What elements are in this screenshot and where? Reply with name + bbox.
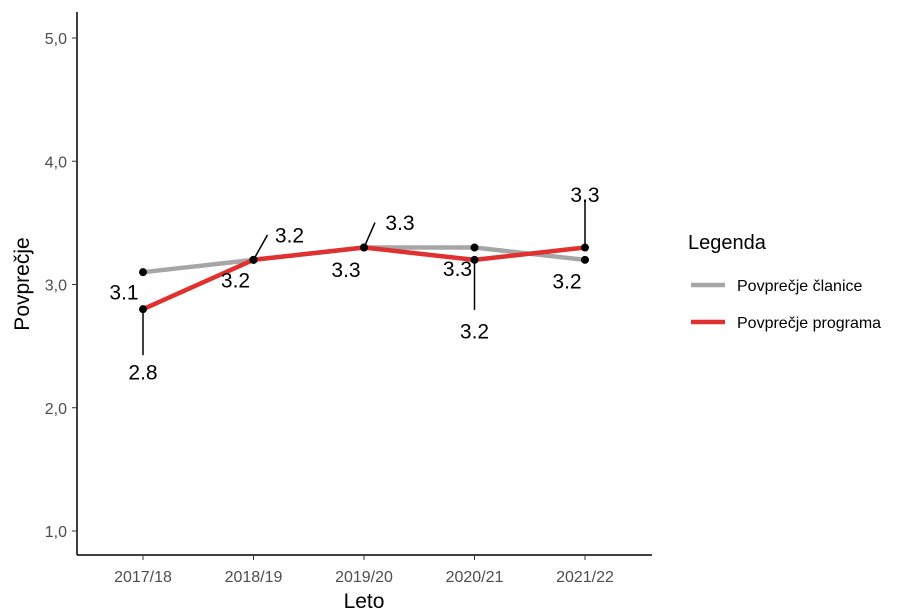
series-line-1 (142, 245, 586, 312)
data-label: 3.3 (385, 212, 414, 235)
data-label: 3.2 (275, 224, 304, 247)
data-label: 3.1 (109, 282, 138, 305)
x-tick-label: 2017/18 (114, 569, 172, 586)
y-ticks: 1,0 2,0 3,0 4,0 5,0 (45, 31, 77, 541)
label-leader (363, 222, 376, 248)
legend-title: Legenda (688, 232, 767, 254)
data-label: 3.3 (570, 184, 599, 207)
legend: Legenda Povprečje članice Povprečje prog… (688, 232, 881, 332)
data-points (139, 243, 589, 314)
data-point (139, 268, 147, 277)
data-label: 3.3 (443, 258, 472, 281)
x-tick-label: 2020/21 (446, 569, 504, 586)
data-point (581, 243, 589, 252)
y-tick-label: 1,0 (45, 524, 67, 541)
legend-label-programa: Povprečje programa (737, 315, 881, 332)
data-point (139, 305, 147, 314)
label-leaders (142, 199, 586, 356)
x-tick-label: 2018/19 (225, 569, 283, 586)
y-axis-title: Povprečje (11, 237, 34, 330)
series-lines (142, 245, 586, 312)
data-labels: 3.1 3.2 3.3 3.3 3.2 2.8 3.2 3.3 3.2 3.3 (109, 184, 599, 385)
data-label: 3.2 (460, 320, 489, 343)
data-label: 3.2 (221, 269, 250, 292)
y-tick-label: 2,0 (45, 401, 67, 418)
data-label: 3.2 (552, 270, 581, 293)
data-point (581, 255, 589, 264)
x-tick-label: 2021/22 (556, 569, 614, 586)
data-label: 2.8 (128, 362, 157, 385)
y-tick-label: 3,0 (45, 278, 67, 295)
label-leader (252, 234, 269, 261)
x-ticks: 2017/18 2018/19 2019/20 2020/21 2021/22 (114, 555, 614, 586)
data-point (470, 243, 479, 252)
y-tick-label: 4,0 (45, 154, 67, 171)
x-axis-title: Leto (344, 590, 385, 609)
legend-label-clanice: Povprečje članice (737, 278, 863, 295)
y-tick-label: 5,0 (45, 31, 67, 48)
x-tick-label: 2019/20 (335, 569, 393, 586)
data-label: 3.3 (331, 259, 360, 282)
data-point (249, 255, 258, 264)
data-point (360, 243, 368, 252)
data-point (470, 255, 479, 264)
